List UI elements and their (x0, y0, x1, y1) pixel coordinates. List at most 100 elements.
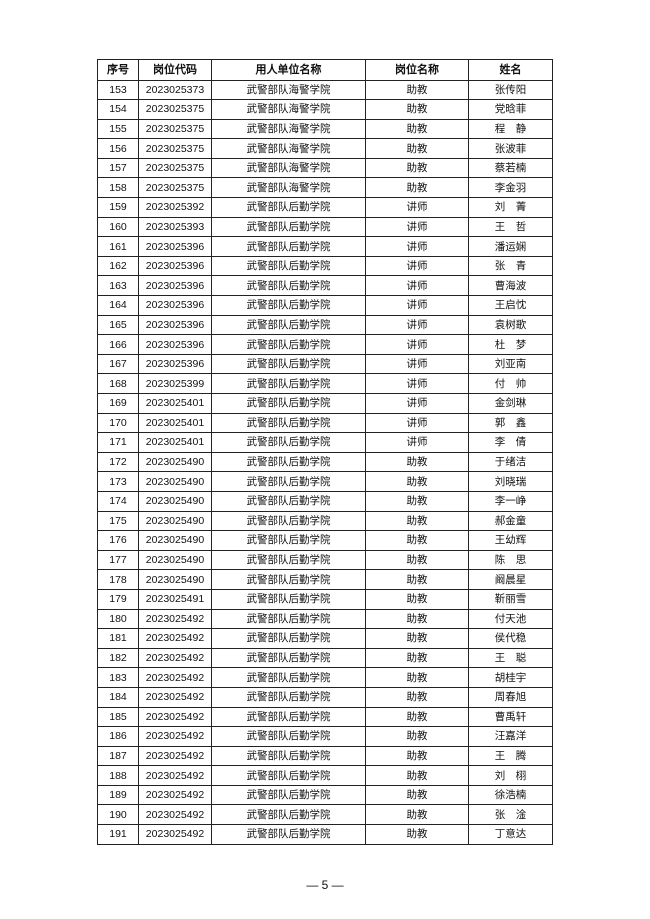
table-row: 160 2023025393 武警部队后勤学院 讲师王 哲 (97, 216, 553, 238)
cell-employer: 武警部队后勤学院 (211, 314, 366, 336)
cell-position-code: 2023025392 (138, 197, 212, 218)
cell-position-name: 讲师 (365, 353, 469, 375)
cell-index: 154 (97, 99, 139, 120)
cell-name: 党晗菲 (468, 99, 553, 120)
cell-index: 153 (97, 79, 139, 101)
cell-position-code: 2023025375 (138, 157, 212, 179)
cell-employer: 武警部队后勤学院 (211, 197, 366, 218)
cell-position-name: 助教 (365, 608, 469, 630)
cell-index: 190 (97, 804, 139, 826)
cell-position-name: 助教 (365, 451, 469, 473)
cell-name: 张传阳 (468, 79, 553, 101)
cell-name: 程 静 (468, 118, 553, 140)
cell-employer: 武警部队后勤学院 (211, 745, 366, 767)
page-number: — 5 — (306, 878, 344, 892)
cell-position-name: 助教 (365, 471, 469, 492)
cell-index: 163 (97, 275, 139, 297)
header-index: 序号 (97, 59, 139, 81)
cell-position-code: 2023025492 (138, 647, 212, 669)
table-row: 184 2023025492 武警部队后勤学院 助教 周春旭 (97, 686, 553, 708)
cell-employer: 武警部队后勤学院 (211, 412, 366, 434)
cell-employer: 武警部队后勤学院 (211, 726, 366, 747)
cell-name: 付 帅 (468, 373, 553, 394)
table-row: 164 2023025396 武警部队后勤学院 讲师 王启忱 (97, 295, 553, 316)
cell-employer: 武警部队后勤学院 (211, 334, 366, 355)
cell-position-name: 助教 (365, 79, 469, 101)
cell-index: 166 (97, 334, 139, 355)
cell-name: 阚晨星 (468, 569, 553, 590)
table-body: 153 2023025373 武警部队海警学院 助教 张传阳 154 2023025375 武… (97, 79, 553, 845)
table-row: 183 2023025492 武警部队后勤学院 助教 胡桂宇 (97, 667, 553, 688)
cell-position-name: 助教 (365, 745, 469, 767)
cell-name: 张波菲 (468, 138, 553, 159)
table-row: 190 2023025492 武警部队后勤学院 助教张 淦 (97, 804, 553, 826)
cell-employer: 武警部队后勤学院 (211, 255, 366, 277)
table-row: 189 2023025492 武警部队后勤学院 助教 徐浩楠 (97, 784, 553, 806)
cell-position-code: 2023025490 (138, 549, 212, 571)
cell-employer: 武警部队后勤学院 (211, 706, 366, 728)
cell-position-name: 助教 (365, 157, 469, 179)
table-row: 170 2023025401 武警部队后勤学院 讲师郭 鑫 (97, 412, 553, 434)
table-row: 157 2023025375 武警部队海警学院 助教 蔡若楠 (97, 157, 553, 179)
table-row: 166 2023025396 武警部队后勤学院 讲师杜 梦 (97, 334, 553, 355)
cell-position-name: 助教 (365, 530, 469, 551)
cell-position-name: 讲师 (365, 393, 469, 414)
cell-employer: 武警部队后勤学院 (211, 393, 366, 414)
cell-name: 王 聪 (468, 647, 553, 669)
table-row: 162 2023025396 武警部队后勤学院 讲师张 青 (97, 255, 553, 277)
table-row: 167 2023025396 武警部队后勤学院 讲师 刘亚南 (97, 353, 553, 375)
cell-index: 180 (97, 608, 139, 630)
cell-name: 于绪洁 (468, 451, 553, 473)
cell-position-code: 2023025492 (138, 784, 212, 806)
table-row: 161 2023025396 武警部队后勤学院 讲师 潘运娴 (97, 236, 553, 257)
cell-employer: 武警部队后勤学院 (211, 216, 366, 238)
table-row: 177 2023025490 武警部队后勤学院 助教陈 思 (97, 549, 553, 571)
cell-employer: 武警部队海警学院 (211, 157, 366, 179)
cell-index: 158 (97, 177, 139, 199)
cell-position-code: 2023025373 (138, 79, 212, 101)
cell-position-name: 助教 (365, 667, 469, 688)
table-row: 178 2023025490 武警部队后勤学院 助教 阚晨星 (97, 569, 553, 590)
cell-position-name: 讲师 (365, 334, 469, 355)
cell-position-code: 2023025401 (138, 432, 212, 453)
cell-position-name: 助教 (365, 824, 469, 845)
cell-position-code: 2023025492 (138, 765, 212, 786)
cell-name: 靳丽雪 (468, 588, 553, 610)
cell-name: 金剑琳 (468, 393, 553, 414)
cell-index: 182 (97, 647, 139, 669)
cell-index: 160 (97, 216, 139, 238)
table-row: 182 2023025492 武警部队后勤学院 助教王 聪 (97, 647, 553, 669)
cell-name: 汪嘉洋 (468, 726, 553, 747)
table-row: 171 2023025401 武警部队后勤学院 讲师李 倩 (97, 432, 553, 453)
cell-name: 刘亚南 (468, 353, 553, 375)
cell-employer: 武警部队后勤学院 (211, 647, 366, 669)
cell-employer: 武警部队后勤学院 (211, 784, 366, 806)
cell-position-name: 助教 (365, 490, 469, 512)
header-position-name: 岗位名称 (365, 59, 469, 81)
cell-position-code: 2023025401 (138, 393, 212, 414)
cell-index: 175 (97, 510, 139, 532)
cell-name: 周春旭 (468, 686, 553, 708)
cell-position-name: 助教 (365, 647, 469, 669)
cell-position-code: 2023025399 (138, 373, 212, 394)
cell-index: 164 (97, 295, 139, 316)
cell-employer: 武警部队后勤学院 (211, 432, 366, 453)
cell-position-name: 讲师 (365, 275, 469, 297)
cell-index: 179 (97, 588, 139, 610)
cell-position-name: 助教 (365, 784, 469, 806)
cell-name: 蔡若楠 (468, 157, 553, 179)
personnel-table: 序号 岗位代码 用人单位名称 岗位名称 姓名 153 2023025373 武警部队… (97, 59, 553, 845)
cell-position-name: 讲师 (365, 373, 469, 394)
cell-employer: 武警部队后勤学院 (211, 628, 366, 649)
table-row: 174 2023025490 武警部队后勤学院 助教 李一峥 (97, 490, 553, 512)
cell-name: 胡桂宇 (468, 667, 553, 688)
table-row: 187 2023025492 武警部队后勤学院 助教王 腾 (97, 745, 553, 767)
cell-position-code: 2023025490 (138, 471, 212, 492)
cell-name: 丁意达 (468, 824, 553, 845)
table-row: 155 2023025375 武警部队海警学院 助教程 静 (97, 118, 553, 140)
table-row: 181 2023025492 武警部队后勤学院 助教 侯代稳 (97, 628, 553, 649)
cell-index: 173 (97, 471, 139, 492)
cell-name: 刘 菁 (468, 197, 553, 218)
cell-position-code: 2023025396 (138, 353, 212, 375)
table-row: 180 2023025492 武警部队后勤学院 助教 付天池 (97, 608, 553, 630)
